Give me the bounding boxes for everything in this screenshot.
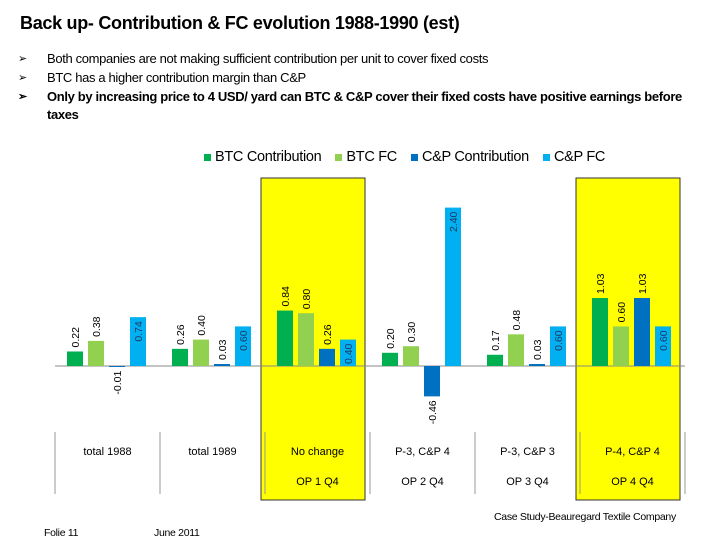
bar-btc-fc [403, 346, 419, 366]
category-label: P-4, C&P 4 [605, 446, 660, 458]
bullet-text: Both companies are not making sufficient… [47, 51, 489, 66]
bar-c-p-contribution [529, 364, 545, 366]
bullet-list: ➢ Both companies are not making sufficien… [18, 50, 698, 125]
data-label: 0.17 [490, 330, 502, 351]
category-label: P-3, C&P 3 [500, 446, 555, 458]
legend-swatch [204, 153, 211, 161]
chart-legend: BTC Contribution BTC FC C&P Contribution… [204, 149, 605, 165]
legend-swatch [335, 153, 343, 161]
data-label: 0.26 [175, 324, 187, 345]
bar-btc-fc [613, 326, 629, 366]
bar-btc-contribution [277, 310, 293, 366]
data-label: -0.46 [427, 400, 439, 424]
bar-btc-contribution [382, 352, 398, 366]
legend-label: BTC FC [346, 149, 397, 165]
bar-c-p-fc [655, 326, 671, 366]
legend-label: C&P FC [553, 149, 606, 165]
bar-c-p-fc [550, 326, 566, 366]
bullet-item: ➢ Only by increasing price to 4 USD/ yard… [18, 88, 698, 124]
bar-btc-fc [88, 340, 104, 366]
bar-c-p-contribution [634, 298, 650, 366]
data-label: 0.03 [217, 339, 229, 360]
bar-btc-contribution [172, 348, 188, 366]
arrowhead-bullet-icon: ➢ [18, 53, 27, 65]
bar-btc-fc [508, 334, 524, 366]
bullet-text: BTC has a higher contribution margin tha… [47, 70, 306, 85]
category-sublabel: OP 1 Q4 [296, 476, 339, 488]
category-sublabel: OP 3 Q4 [506, 476, 549, 488]
data-label: 0.26 [322, 324, 334, 345]
data-label: 0.74 [133, 321, 145, 342]
arrowhead-bullet-icon: ➢ [18, 72, 27, 84]
legend-swatch [542, 153, 550, 161]
legend-swatch [410, 153, 418, 161]
bar-btc-fc [298, 313, 314, 366]
data-label: 0.22 [70, 327, 82, 348]
data-label: 0.30 [406, 322, 418, 343]
data-label: 0.20 [385, 328, 397, 349]
legend-item: BTC FC [335, 149, 397, 165]
data-label: 0.48 [511, 310, 523, 331]
data-label: 1.03 [637, 273, 649, 294]
bullet-text: Only by increasing price to 4 USD/ yard … [47, 89, 682, 122]
category-label: No change [291, 446, 344, 458]
data-label: -0.01 [112, 371, 124, 395]
category-label: total 1988 [83, 446, 131, 458]
footer-date: June 2011 [154, 527, 200, 539]
data-label: 0.60 [553, 330, 565, 351]
data-label: 0.60 [616, 302, 628, 323]
bar-c-p-contribution [214, 364, 230, 366]
data-label: 1.03 [595, 273, 607, 294]
data-label: 0.40 [196, 315, 208, 336]
data-label: 0.80 [301, 289, 313, 310]
arrowhead-bullet-icon: ➢ [18, 91, 27, 103]
bullet-item: ➢ BTC has a higher contribution margin th… [18, 69, 698, 87]
data-label: 0.60 [658, 330, 670, 351]
category-label: P-3, C&P 4 [395, 446, 450, 458]
bar-c-p-contribution [319, 348, 335, 366]
bar-c-p-fc [445, 207, 461, 366]
bar-c-p-contribution [109, 366, 125, 367]
legend-item: C&P Contribution [410, 149, 529, 165]
legend-item: BTC Contribution [204, 149, 322, 165]
bar-btc-contribution [592, 298, 608, 366]
legend-item: C&P FC [542, 149, 606, 165]
footer-source: Case Study-Beauregard Textile Company [494, 511, 676, 523]
bar-c-p-contribution [424, 366, 440, 397]
data-label: 2.40 [448, 211, 460, 232]
data-label: 0.60 [238, 330, 250, 351]
bar-c-p-fc [235, 326, 251, 366]
slide-title: Back up- Contribution & FC evolution 198… [20, 13, 460, 33]
data-label: 0.40 [343, 343, 355, 364]
category-label: total 1989 [188, 446, 236, 458]
category-sublabel: OP 2 Q4 [401, 476, 444, 488]
data-label: 0.38 [91, 316, 103, 337]
data-label: 0.84 [280, 286, 292, 307]
bar-btc-contribution [67, 351, 83, 366]
legend-label: BTC Contribution [215, 149, 322, 165]
bar-btc-contribution [487, 354, 503, 366]
category-sublabel: OP 4 Q4 [611, 476, 654, 488]
bar-c-p-fc [340, 339, 356, 366]
bullet-item: ➢ Both companies are not making sufficien… [18, 50, 698, 68]
bar-c-p-fc [130, 317, 146, 366]
legend-label: C&P Contribution [421, 149, 529, 165]
footer-slide-number: Folie 11 [44, 527, 79, 539]
data-label: 0.03 [532, 339, 544, 360]
bar-btc-fc [193, 339, 209, 366]
